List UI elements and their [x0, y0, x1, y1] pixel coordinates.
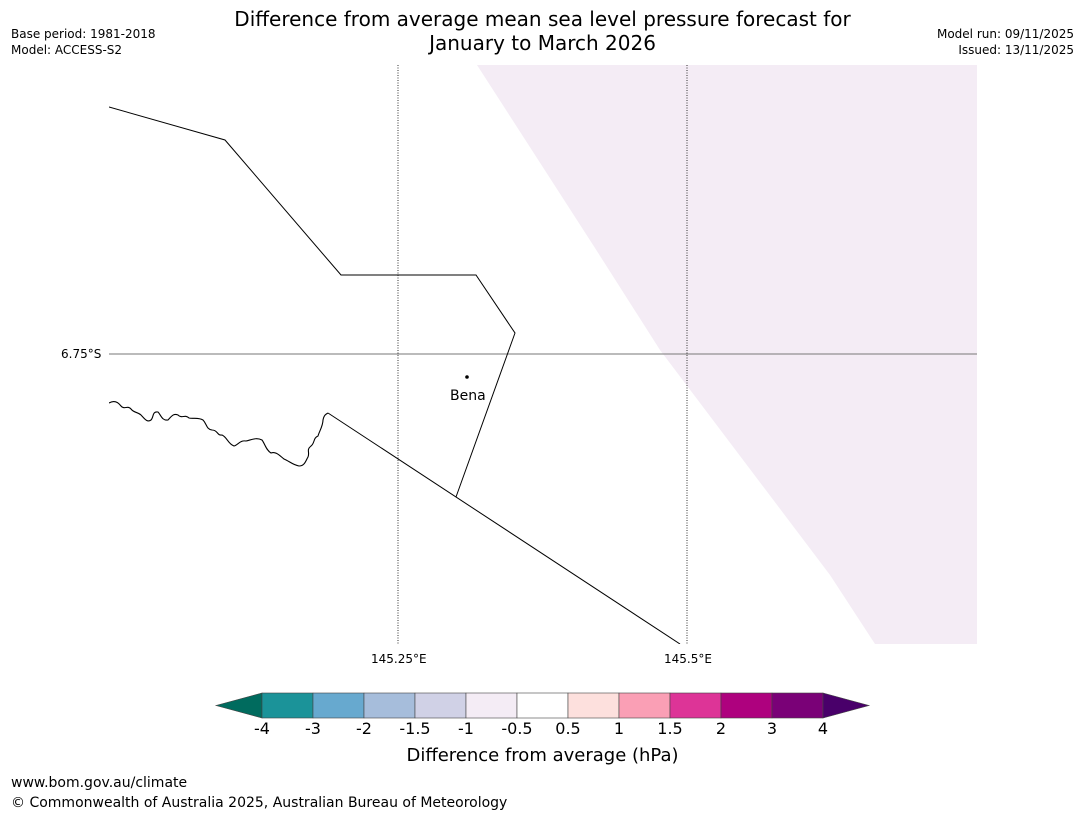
base-period-text: Base period: 1981-2018: [11, 27, 156, 41]
colorbar-tick: -3: [305, 719, 321, 738]
colorbar-segment: [465, 692, 518, 719]
longitude-label-145-5: 145.5°E: [664, 652, 712, 666]
colorbar-segment: [363, 692, 416, 719]
colorbar-segment: [618, 692, 671, 719]
colorbar-segment: [567, 692, 620, 719]
longitude-label-145-25: 145.25°E: [371, 652, 427, 666]
colorbar-tick: 1: [613, 719, 625, 738]
footer-copyright: © Commonwealth of Australia 2025, Austra…: [11, 795, 508, 811]
colorbar-segment: [669, 692, 722, 719]
colorbar: [214, 692, 871, 719]
colorbar-segment: [414, 692, 467, 719]
colorbar-tick: 0.5: [555, 719, 581, 738]
map-title-line2: January to March 2026: [429, 31, 656, 55]
colorbar-tick: -1: [458, 719, 474, 738]
colorbar-extend-high: [822, 692, 871, 719]
coastline: [109, 401, 329, 467]
colorbar-tick: 2: [715, 719, 727, 738]
colorbar-tick: -2: [356, 719, 372, 738]
colorbar-segment: [771, 692, 824, 719]
province-boundary: [109, 106, 516, 498]
colorbar-segment: [516, 692, 569, 719]
colorbar-tick: -4: [254, 719, 270, 738]
footer-url[interactable]: www.bom.gov.au/climate: [11, 775, 188, 791]
colorbar-tick: 4: [817, 719, 829, 738]
issued-text: Issued: 13/11/2025: [958, 43, 1074, 57]
colorbar-tick: -0.5: [501, 719, 533, 738]
colorbar-tick: 3: [766, 719, 778, 738]
map-title-line1: Difference from average mean sea level p…: [234, 7, 851, 31]
model-text: Model: ACCESS-S2: [11, 43, 123, 57]
latitude-label: 6.75°S: [61, 347, 102, 361]
colorbar-title: Difference from average (hPa): [406, 745, 679, 766]
district-boundary: [327, 412, 681, 644]
colorbar-segment: [312, 692, 365, 719]
colorbar-segment: [720, 692, 773, 719]
colorbar-segment: [261, 692, 314, 719]
colorbar-tick: 1.5: [657, 719, 683, 738]
bena-location-marker: [465, 375, 469, 379]
colorbar-extend-low: [214, 692, 263, 719]
map-area: [109, 65, 977, 644]
model-run-text: Model run: 09/11/2025: [936, 27, 1074, 41]
colorbar-tick: -1.5: [399, 719, 431, 738]
map-title: Difference from average mean sea level p…: [0, 7, 1085, 55]
town-label-bena: Bena: [450, 388, 486, 404]
